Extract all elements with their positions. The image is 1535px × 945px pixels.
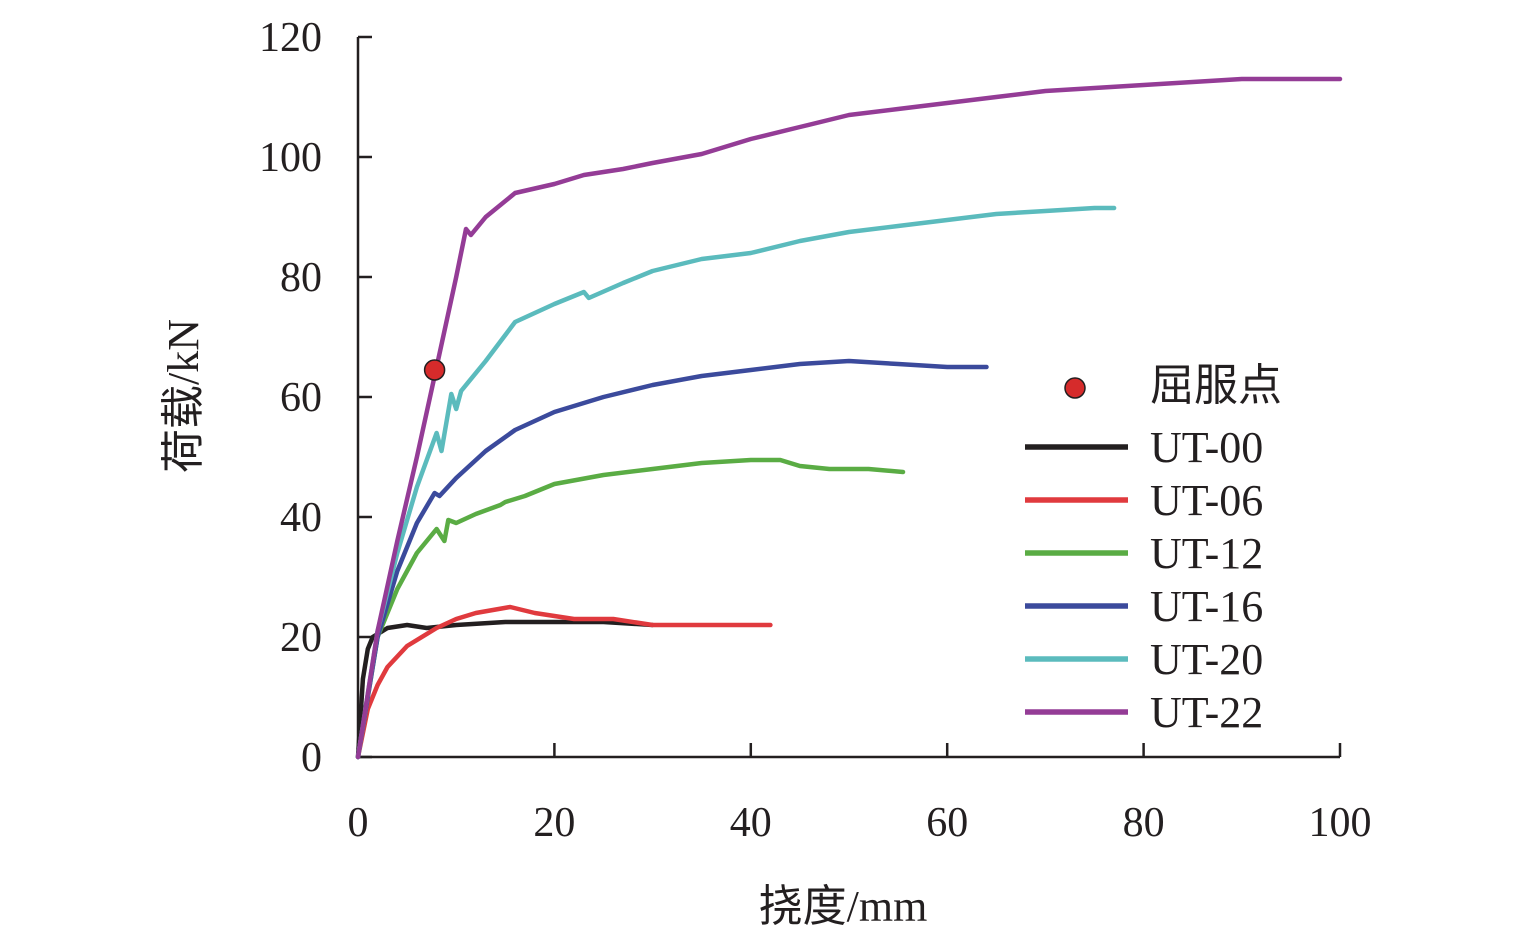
legend-label-ut-22: UT-22 (1150, 688, 1263, 737)
y-tick-label: 0 (301, 735, 322, 781)
markers (423, 359, 446, 381)
y-axis-title: 荷载/kN (159, 319, 208, 473)
x-axis-title: 挠度/mm (759, 882, 928, 931)
y-tick-label: 20 (280, 615, 322, 661)
legend-label-ut-12: UT-12 (1150, 529, 1263, 578)
legend-label-ut-16: UT-16 (1150, 582, 1263, 631)
x-tick-label: 0 (348, 800, 369, 846)
x-tick-label: 100 (1309, 800, 1372, 846)
series-line-ut-22 (355, 76, 1343, 760)
series-layer (355, 76, 1343, 760)
legend-marker-yield-point (1064, 377, 1086, 399)
axes: 0 20 40 60 80 100 120 0 20 40 60 80 100 (259, 15, 1372, 846)
legend-label-ut-00: UT-00 (1150, 423, 1263, 472)
series-line-ut-16 (355, 358, 989, 760)
legend-label-yield-point: 屈服点 (1150, 361, 1282, 410)
y-tick-label: 40 (280, 495, 322, 541)
yield-point-marker (423, 359, 446, 381)
x-tick-label: 60 (926, 800, 968, 846)
x-tick-label: 20 (533, 800, 575, 846)
y-tick-label: 60 (280, 375, 322, 421)
legend-label-ut-20: UT-20 (1150, 635, 1263, 684)
series-line-ut-00 (355, 619, 655, 760)
series-line-ut-20 (355, 205, 1117, 760)
y-tick-label: 120 (259, 15, 322, 61)
y-tick-label: 80 (280, 255, 322, 301)
x-tick-label: 80 (1123, 800, 1165, 846)
series-line-ut-12 (355, 457, 906, 760)
legend-label-ut-06: UT-06 (1150, 476, 1263, 525)
y-tick-label: 100 (259, 135, 322, 181)
series-line-ut-06 (355, 604, 773, 760)
x-tick-label: 40 (730, 800, 772, 846)
